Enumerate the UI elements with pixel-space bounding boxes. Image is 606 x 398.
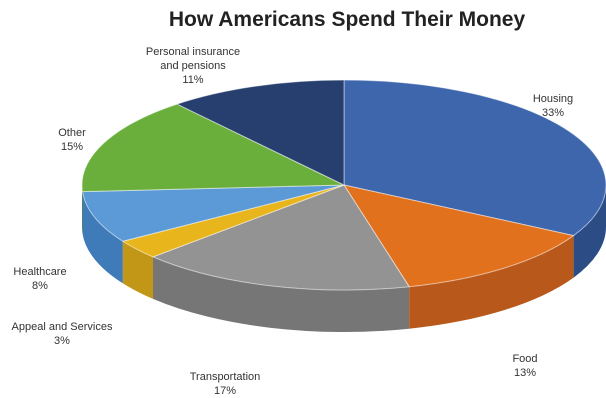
pie-slice-personal-insurance-and-pensions xyxy=(175,79,345,186)
slice-labels: Housing 33% Food 13% Transportation 17% Appeal… xyxy=(12,46,574,397)
pie-sides xyxy=(82,185,606,332)
slice-name: Healthcare xyxy=(13,266,66,278)
slice-label-other: Other 15% xyxy=(58,127,86,153)
slice-label-appeal-and-services: Appeal and Services 3% xyxy=(12,321,113,347)
pie-slices xyxy=(81,79,606,291)
slice-percent: 8% xyxy=(32,280,48,292)
chart-title: How Americans Spend Their Money xyxy=(169,8,526,31)
slice-name: Food xyxy=(512,353,537,365)
pie-slice-other xyxy=(81,103,345,193)
pie-side-other xyxy=(82,185,83,234)
slice-label-transportation: Transportation 17% xyxy=(190,371,261,397)
pie-slice-housing xyxy=(343,79,606,237)
pie-slice-food xyxy=(342,184,575,288)
slice-label-healthcare: Healthcare 8% xyxy=(13,266,66,292)
pie-slice-healthcare xyxy=(81,184,345,242)
slice-percent: 17% xyxy=(214,385,236,397)
slice-label-housing: Housing 33% xyxy=(533,93,573,119)
slice-percent: 13% xyxy=(514,367,536,379)
slice-name: Other xyxy=(58,127,86,139)
slice-percent: 15% xyxy=(61,141,83,153)
slice-percent: 3% xyxy=(54,335,70,347)
slice-percent: 33% xyxy=(542,107,564,119)
slice-percent: 11% xyxy=(182,74,203,86)
slice-name: Housing xyxy=(533,93,573,105)
slice-name: and pensions xyxy=(160,60,226,72)
slice-label-food: Food 13% xyxy=(512,353,537,379)
pie-side-housing xyxy=(573,185,606,278)
slice-name: Appeal and Services xyxy=(12,321,113,333)
pie-slice-transportation xyxy=(151,184,411,291)
pie-side-food xyxy=(409,235,574,329)
slice-label-personal-insurance-and-pensions: Personal insurance and pensions 11% xyxy=(146,46,240,86)
pie-side-healthcare xyxy=(82,191,123,284)
slice-name: Transportation xyxy=(190,371,261,383)
pie-side-transportation xyxy=(153,256,410,332)
slice-name: Personal insurance xyxy=(146,46,240,58)
pie-side-appeal-and-services xyxy=(122,241,154,299)
